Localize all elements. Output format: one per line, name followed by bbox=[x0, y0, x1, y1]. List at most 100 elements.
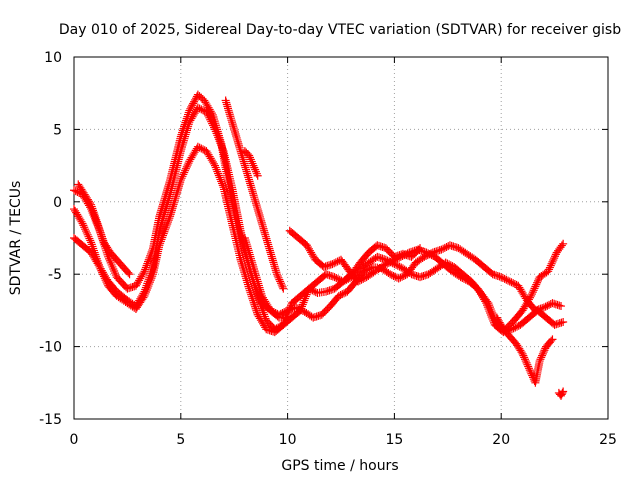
data-point bbox=[248, 294, 257, 303]
data-point bbox=[215, 137, 224, 146]
data-point bbox=[266, 306, 275, 315]
data-point bbox=[216, 175, 225, 184]
data-point bbox=[205, 113, 214, 122]
data-point bbox=[71, 187, 80, 196]
data-point bbox=[504, 276, 513, 285]
data-point bbox=[300, 296, 309, 305]
data-point bbox=[539, 303, 548, 312]
data-point bbox=[101, 276, 110, 285]
data-point bbox=[246, 153, 255, 162]
data-point bbox=[388, 257, 397, 266]
data-point bbox=[140, 291, 149, 300]
data-point bbox=[214, 171, 223, 180]
data-point bbox=[328, 260, 337, 269]
data-point bbox=[498, 273, 507, 282]
data-point bbox=[249, 161, 258, 170]
data-point bbox=[400, 251, 409, 260]
data-point bbox=[533, 278, 542, 287]
data-point bbox=[191, 95, 200, 104]
data-point bbox=[500, 274, 509, 283]
data-point bbox=[209, 121, 218, 130]
data-point bbox=[280, 316, 289, 325]
data-point bbox=[340, 276, 349, 285]
data-point bbox=[338, 290, 347, 299]
x-tick-label: 5 bbox=[176, 432, 185, 448]
data-point bbox=[92, 215, 101, 224]
data-point bbox=[384, 269, 393, 278]
data-point bbox=[206, 115, 215, 124]
data-point bbox=[159, 231, 167, 240]
data-point bbox=[486, 309, 495, 318]
data-point bbox=[522, 358, 531, 367]
data-point bbox=[483, 303, 492, 312]
data-point bbox=[85, 234, 94, 243]
data-point bbox=[91, 213, 100, 222]
data-point bbox=[360, 273, 369, 282]
data-point bbox=[245, 284, 254, 293]
series-track-8 bbox=[221, 96, 288, 293]
data-point bbox=[212, 165, 221, 174]
x-tick-label: 0 bbox=[70, 432, 79, 448]
data-point bbox=[355, 276, 364, 285]
data-point bbox=[339, 277, 348, 286]
data-point bbox=[82, 228, 91, 237]
data-point bbox=[186, 104, 195, 113]
data-point bbox=[217, 177, 226, 186]
data-point bbox=[547, 259, 556, 268]
data-point bbox=[546, 261, 555, 270]
data-point bbox=[250, 163, 259, 172]
data-point bbox=[141, 263, 150, 272]
data-point bbox=[513, 322, 522, 331]
data-point bbox=[454, 271, 463, 280]
data-point bbox=[98, 268, 107, 277]
data-point bbox=[269, 308, 278, 317]
data-point bbox=[354, 277, 363, 286]
data-point bbox=[94, 261, 103, 270]
series-track-10 bbox=[74, 180, 134, 279]
data-point bbox=[299, 298, 308, 307]
data-point bbox=[199, 145, 208, 154]
data-marks bbox=[70, 90, 568, 400]
data-point bbox=[497, 321, 506, 330]
x-tick-label: 20 bbox=[492, 432, 510, 448]
data-point bbox=[456, 273, 465, 282]
data-point bbox=[557, 302, 566, 311]
data-point bbox=[557, 241, 566, 250]
data-point bbox=[142, 261, 151, 270]
data-point bbox=[193, 142, 202, 151]
data-point bbox=[527, 291, 536, 300]
data-point bbox=[342, 275, 351, 284]
data-point bbox=[279, 284, 288, 293]
data-point bbox=[396, 273, 405, 282]
data-point bbox=[549, 256, 558, 265]
data-point bbox=[520, 355, 529, 364]
x-tick-label: 15 bbox=[385, 432, 403, 448]
data-point bbox=[492, 313, 501, 322]
data-point bbox=[486, 311, 495, 320]
data-point bbox=[251, 302, 260, 311]
data-point bbox=[558, 388, 567, 397]
data-point bbox=[559, 317, 568, 326]
series-track-3 bbox=[70, 142, 568, 337]
series-track-5 bbox=[285, 226, 568, 337]
data-point bbox=[94, 221, 103, 230]
data-point bbox=[251, 304, 260, 313]
data-point bbox=[95, 262, 104, 271]
data-point bbox=[144, 255, 153, 264]
data-point bbox=[187, 103, 196, 112]
data-point bbox=[248, 159, 257, 168]
data-point bbox=[524, 362, 533, 371]
data-point bbox=[199, 106, 208, 115]
data-point bbox=[140, 267, 149, 276]
data-point bbox=[109, 264, 118, 273]
data-point bbox=[331, 258, 340, 267]
data-point bbox=[524, 364, 533, 373]
data-point bbox=[397, 263, 406, 272]
data-point bbox=[396, 252, 405, 261]
data-point bbox=[247, 157, 256, 166]
data-point bbox=[161, 225, 170, 234]
y-axis-label: SDTVAR / TECUs bbox=[8, 181, 24, 296]
y-tick-label: -15 bbox=[39, 412, 62, 428]
data-point bbox=[161, 223, 170, 232]
data-point bbox=[509, 324, 518, 333]
